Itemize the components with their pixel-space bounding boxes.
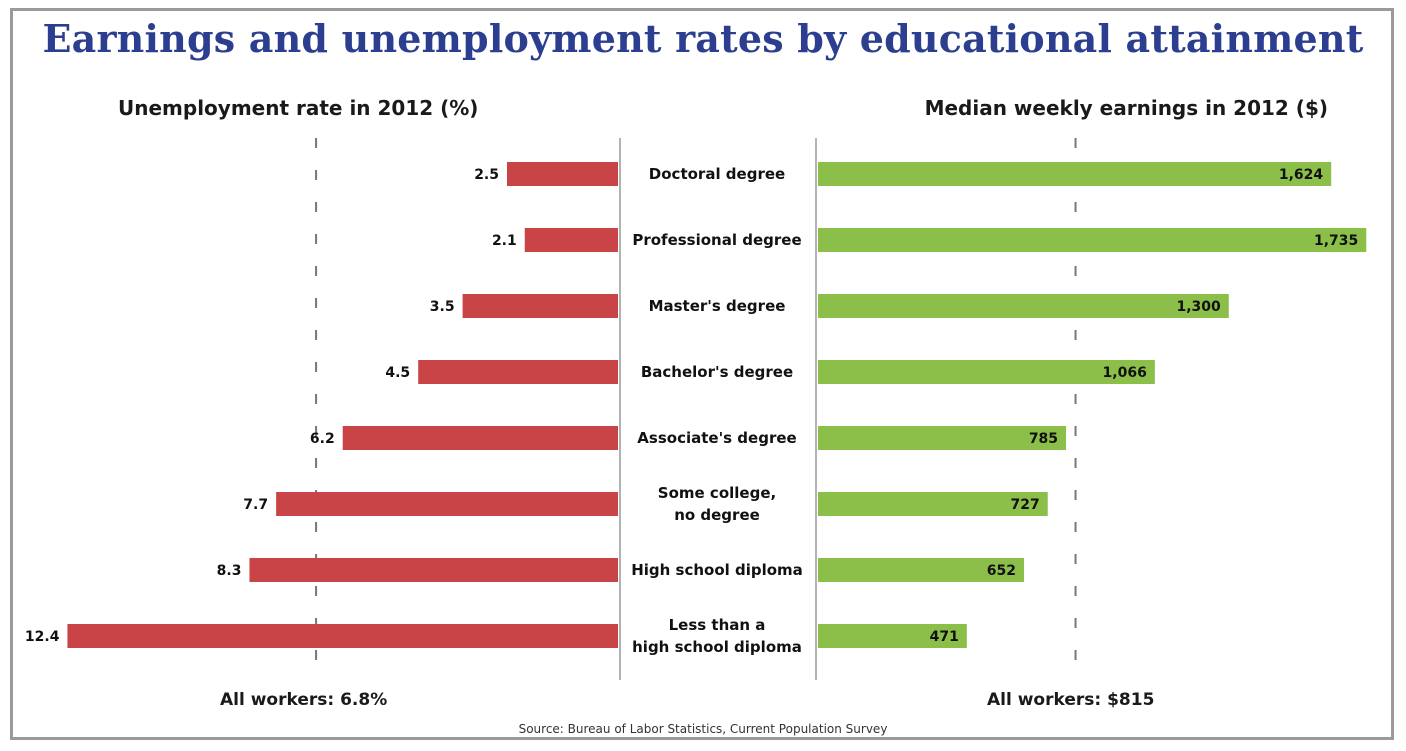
unemployment-bar <box>276 492 618 516</box>
earnings-value-label: 785 <box>1029 431 1058 447</box>
unemployment-series-title: Unemployment rate in 2012 (%) <box>118 96 479 120</box>
category-label: Professional degree <box>632 231 801 249</box>
earnings-bar <box>818 558 1025 582</box>
earnings-reference-label: All workers: $815 <box>987 690 1155 710</box>
unemployment-bar <box>507 162 618 186</box>
earnings-value-label: 1,624 <box>1279 167 1324 183</box>
category-label: Doctoral degree <box>649 165 785 183</box>
earnings-value-label: 727 <box>1010 497 1039 513</box>
category-label: Bachelor's degree <box>641 363 793 381</box>
earnings-bar <box>818 624 967 648</box>
earnings-value-label: 471 <box>930 629 959 645</box>
unemployment-bar <box>249 558 619 582</box>
unemployment-value-label: 6.2 <box>310 431 335 447</box>
unemployment-value-label: 2.5 <box>474 167 499 183</box>
unemployment-reference-label: All workers: 6.8% <box>220 690 388 710</box>
unemployment-value-label: 7.7 <box>243 497 268 513</box>
unemployment-bar <box>342 426 618 450</box>
earnings-value-label: 1,066 <box>1103 365 1147 381</box>
category-label: Some college, no degree <box>658 484 776 524</box>
earnings-bar <box>818 228 1367 252</box>
category-label: High school diploma <box>631 561 803 579</box>
earnings-value-label: 1,735 <box>1314 233 1358 249</box>
earnings-value-label: 1,300 <box>1177 299 1222 315</box>
unemployment-value-label: 4.5 <box>385 365 410 381</box>
source-note: Source: Bureau of Labor Statistics, Curr… <box>518 722 888 736</box>
unemployment-value-label: 2.1 <box>492 233 517 249</box>
unemployment-bar <box>524 228 618 252</box>
category-label: Less than a high school diploma <box>632 616 802 656</box>
chart-title: Earnings and unemployment rates by educa… <box>42 16 1364 61</box>
earnings-bar <box>818 492 1048 516</box>
earnings-bar <box>818 294 1229 318</box>
unemployment-value-label: 3.5 <box>430 299 455 315</box>
earnings-value-label: 652 <box>987 563 1016 579</box>
category-label: Master's degree <box>649 297 786 315</box>
earnings-bar <box>818 426 1067 450</box>
unemployment-value-label: 12.4 <box>25 629 60 645</box>
earnings-series-title: Median weekly earnings in 2012 ($) <box>924 96 1328 120</box>
unemployment-value-label: 8.3 <box>217 563 242 579</box>
earnings-bar <box>818 162 1332 186</box>
unemployment-bar <box>462 294 618 318</box>
chart-frame <box>10 8 1394 740</box>
unemployment-bar <box>418 360 618 384</box>
unemployment-bar <box>67 624 618 648</box>
earnings-bar <box>818 360 1155 384</box>
category-label: Associate's degree <box>637 429 796 447</box>
